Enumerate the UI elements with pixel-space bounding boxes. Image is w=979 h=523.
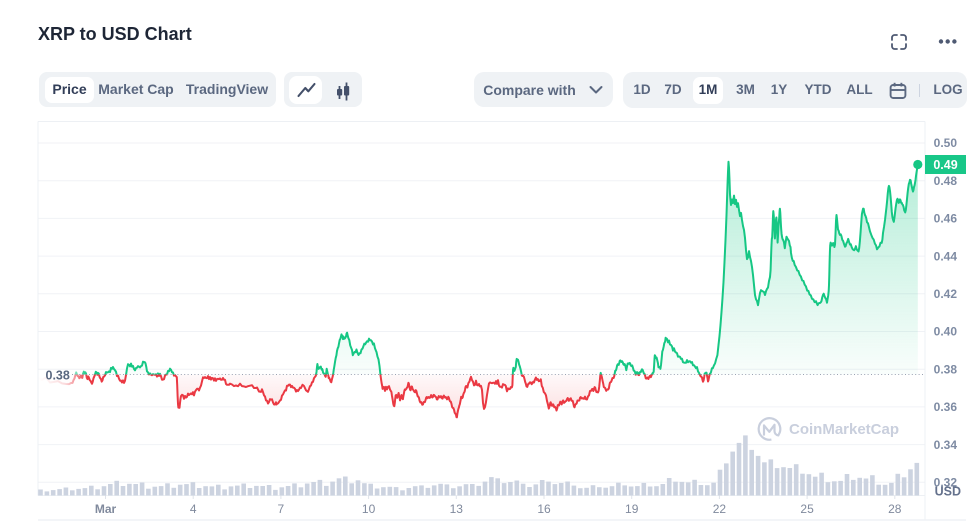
svg-text:0.49: 0.49 [933,158,957,172]
svg-text:10: 10 [362,502,376,516]
svg-text:0.40: 0.40 [934,325,958,339]
svg-text:0.44: 0.44 [934,249,958,263]
svg-text:0.50: 0.50 [934,136,958,150]
svg-text:7: 7 [278,502,285,516]
svg-text:0.42: 0.42 [934,287,958,301]
svg-text:19: 19 [625,502,639,516]
svg-text:USD: USD [935,485,961,499]
svg-text:0.48: 0.48 [934,174,958,188]
svg-text:0.38: 0.38 [934,362,958,376]
svg-text:25: 25 [800,502,814,516]
svg-text:28: 28 [888,502,902,516]
svg-text:CoinMarketCap: CoinMarketCap [789,421,899,438]
svg-text:22: 22 [713,502,727,516]
svg-text:0.32: 0.32 [934,476,958,490]
svg-text:13: 13 [450,502,464,516]
svg-text:16: 16 [537,502,551,516]
svg-text:0.36: 0.36 [934,400,958,414]
svg-text:Mar: Mar [95,502,117,516]
svg-text:0.38: 0.38 [46,369,70,383]
svg-text:0.34: 0.34 [934,438,958,452]
svg-text:0.46: 0.46 [934,212,958,226]
svg-text:4: 4 [190,502,197,516]
